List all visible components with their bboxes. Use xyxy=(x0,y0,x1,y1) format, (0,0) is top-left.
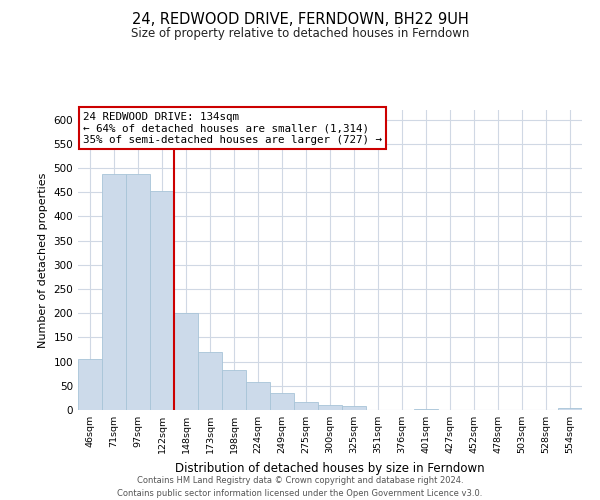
Bar xyxy=(294,402,318,410)
Text: Contains HM Land Registry data © Crown copyright and database right 2024.
Contai: Contains HM Land Registry data © Crown c… xyxy=(118,476,482,498)
Y-axis label: Number of detached properties: Number of detached properties xyxy=(38,172,48,348)
Bar xyxy=(78,359,102,410)
Bar xyxy=(198,352,222,410)
Bar xyxy=(246,382,270,410)
Bar xyxy=(342,406,366,410)
Text: 24 REDWOOD DRIVE: 134sqm
← 64% of detached houses are smaller (1,314)
35% of sem: 24 REDWOOD DRIVE: 134sqm ← 64% of detach… xyxy=(83,112,382,144)
Text: 24, REDWOOD DRIVE, FERNDOWN, BH22 9UH: 24, REDWOOD DRIVE, FERNDOWN, BH22 9UH xyxy=(131,12,469,28)
Text: Size of property relative to detached houses in Ferndown: Size of property relative to detached ho… xyxy=(131,28,469,40)
Bar xyxy=(270,393,294,410)
Bar xyxy=(102,174,126,410)
Bar xyxy=(150,192,174,410)
X-axis label: Distribution of detached houses by size in Ferndown: Distribution of detached houses by size … xyxy=(175,462,485,474)
Bar xyxy=(414,408,438,410)
Bar xyxy=(222,370,246,410)
Bar xyxy=(558,408,582,410)
Bar xyxy=(174,313,198,410)
Bar xyxy=(318,405,342,410)
Bar xyxy=(126,174,150,410)
